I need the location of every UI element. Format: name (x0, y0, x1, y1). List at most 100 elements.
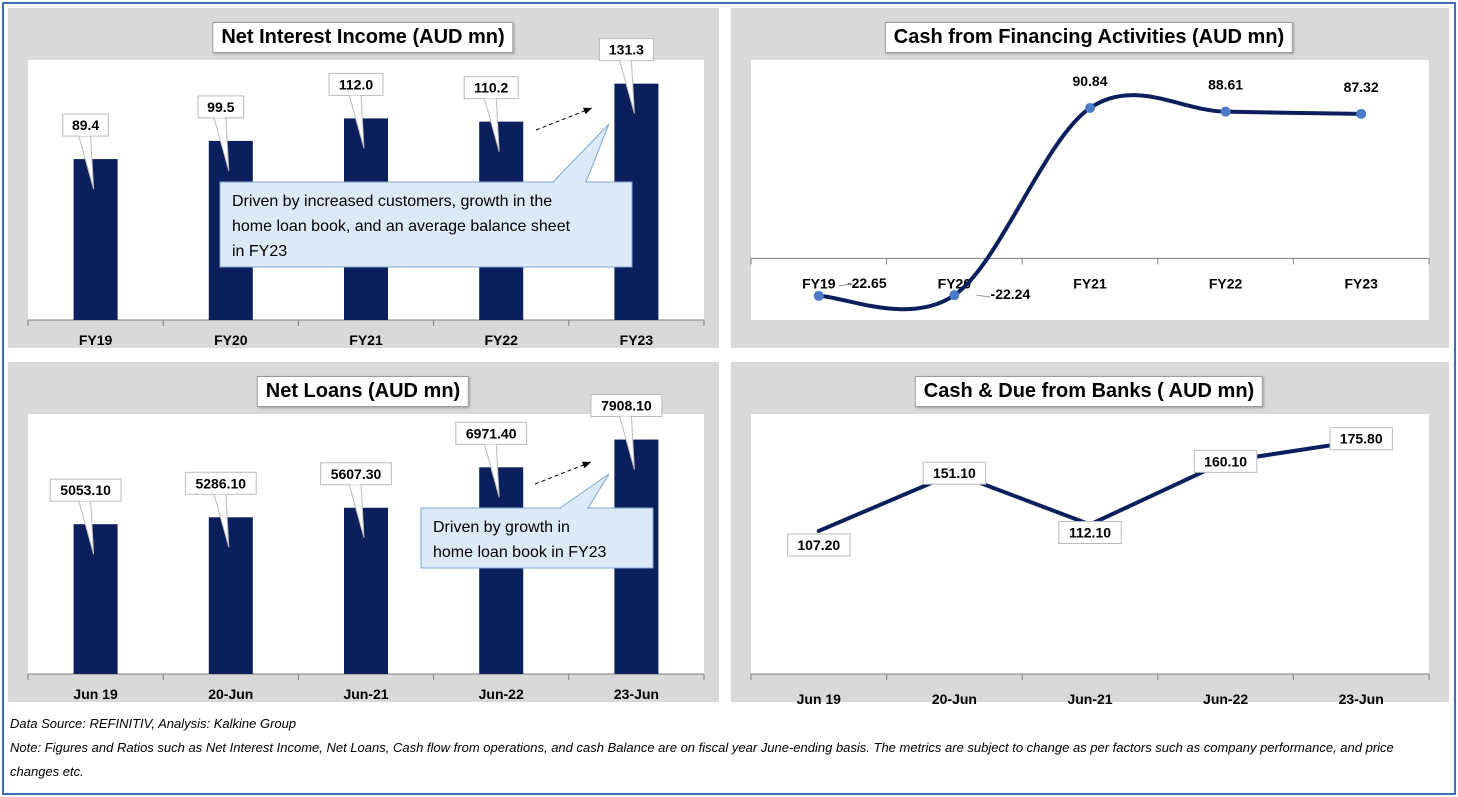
x-tick-label: FY19 (802, 275, 836, 291)
x-tick-label: FY23 (1344, 275, 1378, 291)
trend-arrow (534, 461, 592, 485)
data-point (949, 290, 960, 301)
label-leader (838, 283, 853, 287)
label-box (787, 533, 851, 557)
annotation-text: home loan book, and an average balance s… (232, 218, 571, 235)
label-leader (976, 294, 991, 298)
x-tick-label: Jun-21 (343, 686, 388, 702)
data-label: 7908.10 (601, 398, 652, 414)
net-interest-income-chart: FY19 FY20 FY21 FY22 FY23 89.4 99.5 112.0 110.2 13… (27, 38, 705, 348)
x-tick-label: FY20 (214, 332, 248, 348)
data-point (813, 290, 824, 301)
footer: Data Source: REFINITIV, Analysis: Kalkin… (10, 712, 1442, 784)
x-tick-label: 23-Jun (614, 686, 659, 702)
data-label: -22.65 (847, 275, 887, 291)
data-label-callout: 99.5 (197, 95, 245, 172)
data-point (1085, 102, 1095, 113)
data-label: 112.0 (339, 76, 373, 92)
data-label: 88.61 (1208, 77, 1243, 93)
trend-arrow-head (582, 461, 591, 469)
annotation-text: in FY23 (232, 243, 287, 260)
annotation-pointer (558, 473, 610, 509)
data-label-callout: 112.0 (328, 72, 384, 149)
cash-due-banks-panel: Jun 19 20-Jun Jun-21 Jun-22 23-Jun 107.20 151.… (731, 362, 1449, 707)
data-label: 89.4 (72, 117, 99, 133)
data-label: 175.80 (1340, 431, 1383, 447)
data-label-callout: 89.4 (62, 113, 109, 190)
data-label-callout: 110.2 (463, 76, 519, 152)
data-label-callout: 6971.40 (455, 421, 528, 498)
data-label: 5053.10 (60, 482, 111, 498)
data-label: -22.24 (991, 286, 1031, 302)
cash-due-banks-chart: Jun 19 20-Jun Jun-21 Jun-22 23-Jun 107.20 151.… (750, 427, 1430, 707)
annotation-pointer (551, 123, 610, 183)
x-tick-label: FY19 (79, 332, 113, 348)
x-tick-label: Jun-22 (1203, 691, 1248, 707)
note-text: Note: Figures and Ratios such as Net Int… (10, 740, 1394, 779)
annotation-callout: Driven by increased customers, growth in… (219, 123, 633, 268)
chart-title: Net Interest Income (AUD mn) (212, 22, 514, 53)
label-box (1058, 521, 1122, 544)
x-tick-label: Jun-21 (1067, 691, 1112, 707)
x-tick-label: 23-Jun (1339, 691, 1384, 707)
x-tick-label: Jun 19 (797, 691, 842, 707)
data-label: 107.20 (797, 537, 840, 553)
data-label: 6971.40 (466, 425, 517, 441)
x-tick-label: Jun 19 (73, 686, 118, 702)
annotation-text: Driven by growth in (433, 519, 570, 536)
annotation-text: home loan book in FY23 (433, 544, 607, 561)
data-label: 112.10 (1069, 525, 1111, 541)
data-label: 5607.30 (331, 466, 382, 482)
data-label-box: 175.80 (1329, 427, 1393, 451)
data-label-box: 112.10 (1058, 521, 1122, 544)
chart-title: Cash & Due from Banks ( AUD mn) (914, 376, 1264, 407)
data-label-callout: 5607.30 (320, 462, 392, 538)
label-box (1193, 449, 1258, 473)
x-tick-label: FY21 (349, 332, 383, 348)
data-label: 160.10 (1204, 453, 1247, 469)
annotation-text: Driven by increased customers, growth in… (232, 193, 552, 210)
chart-title: Cash from Financing Activities (AUD mn) (884, 22, 1294, 53)
cash-financing-panel: FY19 FY20 FY21 FY22 FY23 -22.65 -22.24 90.84 88.… (731, 8, 1449, 348)
data-label-box: 107.20 (787, 533, 851, 557)
data-label: 99.5 (207, 99, 234, 115)
bar (479, 467, 524, 674)
net-loans-panel: Jun 19 20-Jun Jun-21 Jun-22 23-Jun 5053.10 528… (8, 362, 719, 702)
data-label: 90.84 (1072, 73, 1107, 89)
data-label-box: 160.10 (1193, 449, 1258, 473)
data-source-text: Data Source: REFINITIV, Analysis: Kalkin… (10, 716, 297, 731)
bar (208, 517, 253, 674)
annotation-box (420, 507, 654, 569)
annotation-box (219, 181, 633, 268)
data-label-callout: 7908.10 (590, 394, 663, 470)
data-label-callout: 5053.10 (49, 478, 122, 555)
data-label: 87.32 (1344, 79, 1379, 95)
series-line (816, 93, 1364, 312)
bar (73, 159, 118, 320)
net-loans-chart: Jun 19 20-Jun Jun-21 Jun-22 23-Jun 5053.10 528… (27, 394, 705, 702)
data-label-callout: 131.3 (598, 38, 654, 114)
data-label: 151.10 (933, 465, 976, 481)
bar (73, 524, 118, 674)
net-interest-income-panel: FY19 FY20 FY21 FY22 FY23 89.4 99.5 112.0 110.2 13… (8, 8, 719, 348)
annotation-callout: Driven by growth in home loan book in FY2… (420, 473, 654, 569)
data-label-box: 151.10 (922, 461, 987, 485)
data-label: 110.2 (474, 80, 508, 96)
x-tick-label: Jun-22 (479, 686, 524, 702)
series-line (816, 438, 1364, 533)
x-tick-label: FY23 (620, 332, 654, 348)
x-tick-label: 20-Jun (932, 691, 977, 707)
data-point (1220, 106, 1231, 117)
x-tick-label: 20-Jun (208, 686, 253, 702)
x-tick-label: FY21 (1073, 275, 1107, 291)
data-point (1356, 108, 1367, 119)
bar (344, 507, 388, 674)
x-tick-label: FY22 (484, 332, 518, 348)
trend-arrow-head (583, 107, 592, 115)
data-label-callout: 5286.10 (184, 471, 257, 548)
data-label: 5286.10 (195, 475, 246, 491)
label-box (1329, 427, 1393, 451)
chart-title: Net Loans (AUD mn) (256, 376, 470, 407)
data-label: 131.3 (609, 42, 644, 58)
